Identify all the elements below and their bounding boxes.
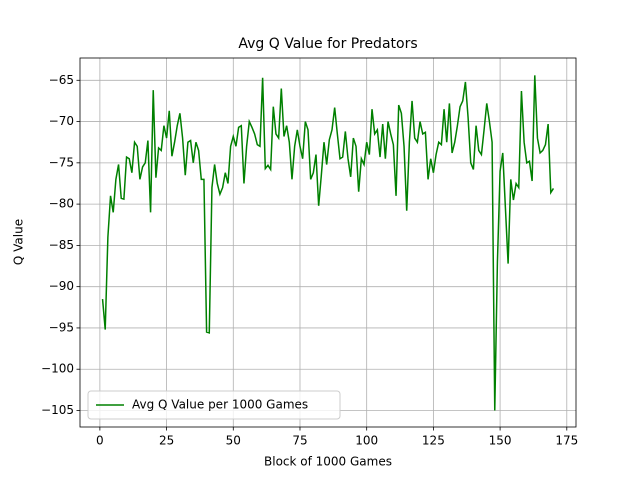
data-line — [101, 75, 555, 411]
legend-box — [87, 390, 341, 420]
y-tick-label: −100 — [41, 362, 74, 376]
x-tick-label: 25 — [159, 434, 174, 448]
chart-title: Avg Q Value for Predators — [238, 36, 417, 52]
plot-frame — [79, 57, 577, 428]
x-tick-label: 100 — [355, 434, 378, 448]
x-tick-label: 50 — [226, 434, 241, 448]
y-tick-label: −65 — [49, 73, 74, 87]
y-tick-label: −75 — [49, 155, 74, 169]
y-tick-label: −70 — [49, 114, 74, 128]
x-tick-label: 0 — [96, 434, 104, 448]
x-tick-label: 150 — [489, 434, 512, 448]
legend: Avg Q Value per 1000 Games — [87, 390, 341, 420]
y-tick-label: −105 — [41, 403, 74, 417]
y-tick-label: −90 — [49, 279, 74, 293]
y-axis-label: Q Value — [12, 219, 26, 265]
y-tick-label: −80 — [49, 197, 74, 211]
x-axis-label: Block of 1000 Games — [264, 455, 392, 469]
x-tick-label: 75 — [292, 434, 307, 448]
x-tick-label: 175 — [555, 434, 578, 448]
y-tick-label: −85 — [49, 238, 74, 252]
x-tick-label: 125 — [422, 434, 445, 448]
y-tick-label: −95 — [49, 320, 74, 334]
legend-label: Avg Q Value per 1000 Games — [132, 398, 308, 412]
